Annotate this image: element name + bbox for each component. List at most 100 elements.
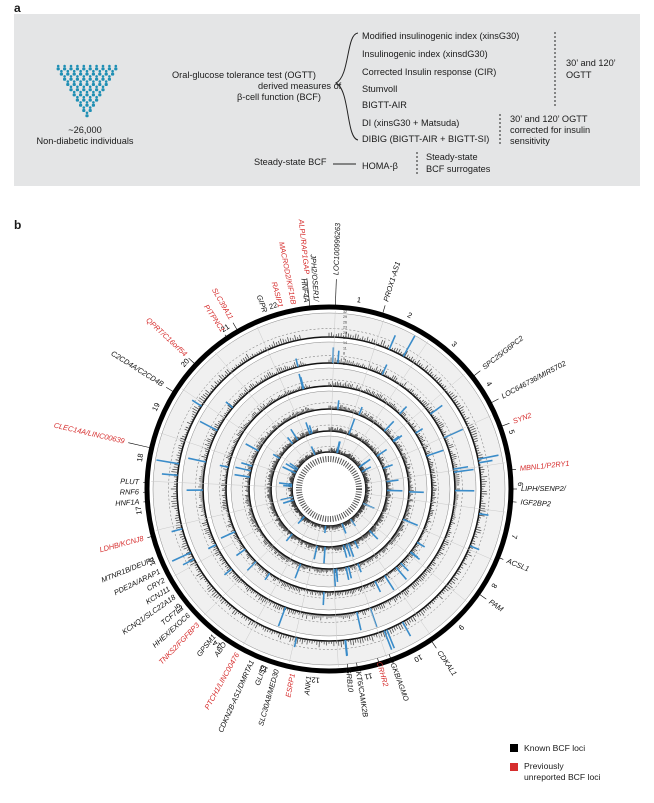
snp-mark <box>362 503 367 507</box>
snp-mark <box>359 437 361 440</box>
snp-mark <box>353 564 356 570</box>
snp-mark <box>278 519 281 522</box>
snp-mark <box>262 403 267 408</box>
snp-mark <box>417 577 422 582</box>
snp-mark <box>282 526 286 529</box>
snp-mark <box>263 375 267 380</box>
locus-label: SYN2 <box>511 411 532 426</box>
locus-label: GIPR <box>255 294 270 315</box>
snp-mark <box>366 336 369 342</box>
snp-mark <box>230 449 234 452</box>
snp-mark <box>248 461 254 464</box>
significant-peak <box>310 446 316 456</box>
snp-mark <box>345 453 348 457</box>
person-icon <box>85 80 89 83</box>
locus-leader-line <box>128 442 150 448</box>
snp-mark <box>288 443 291 446</box>
snp-mark <box>427 604 432 609</box>
snp-mark <box>230 529 235 532</box>
snp-mark <box>183 546 189 550</box>
snp-mark <box>359 466 363 469</box>
snp-mark <box>175 459 180 461</box>
snp-mark <box>266 435 269 438</box>
snp-mark <box>383 507 388 510</box>
snp-mark <box>274 603 278 609</box>
snp-mark <box>343 453 346 456</box>
snp-mark <box>407 471 411 474</box>
snp-mark <box>256 352 259 355</box>
snp-mark <box>344 430 347 434</box>
person-icon <box>76 85 79 89</box>
snp-mark <box>288 608 291 615</box>
snp-mark <box>292 585 295 590</box>
snp-mark <box>190 559 195 563</box>
snp-mark <box>226 567 231 572</box>
snp-mark <box>250 355 252 359</box>
snp-mark <box>256 444 261 448</box>
snp-mark <box>228 518 231 521</box>
snp-mark <box>347 590 350 594</box>
snp-mark <box>349 519 351 522</box>
ring-tick-label: 20 <box>343 331 347 335</box>
snp-mark <box>222 506 228 508</box>
snp-mark <box>276 515 278 518</box>
snp-mark <box>367 443 370 446</box>
snp-mark <box>269 431 272 434</box>
snp-mark <box>404 620 408 626</box>
legend-novel-swatch <box>510 763 518 771</box>
snp-mark <box>389 628 392 634</box>
snp-mark <box>224 564 229 568</box>
snp-mark <box>306 639 308 645</box>
snp-mark <box>391 403 396 408</box>
snp-mark <box>272 461 278 464</box>
snp-mark <box>375 523 379 527</box>
significant-peak <box>402 335 416 357</box>
snp-mark <box>306 519 309 524</box>
snp-mark <box>431 561 436 565</box>
locus-label: C2CD4A/C2CD4B <box>109 349 165 389</box>
snp-mark <box>379 459 382 461</box>
snp-mark <box>364 499 369 502</box>
snp-mark <box>352 457 356 461</box>
snp-mark <box>171 505 178 507</box>
snp-mark <box>303 565 306 570</box>
locus-label: IGF2BP2 <box>520 497 551 508</box>
snp-mark <box>434 557 437 560</box>
snp-mark <box>269 573 272 576</box>
snp-mark <box>210 433 216 436</box>
snp-mark <box>217 422 221 426</box>
snp-mark <box>371 528 375 532</box>
person-icon <box>79 69 82 73</box>
snp-mark <box>175 526 182 529</box>
snp-mark <box>291 560 293 562</box>
snp-mark <box>428 460 431 463</box>
snp-mark <box>364 636 366 641</box>
locus-label: RNF6 <box>120 487 140 496</box>
snp-mark <box>300 458 304 463</box>
snp-mark <box>305 565 308 570</box>
snp-mark <box>358 464 361 467</box>
snp-mark <box>398 527 404 531</box>
snp-mark <box>419 436 424 440</box>
snp-mark <box>298 460 303 464</box>
snp-mark <box>287 443 291 447</box>
snp-mark <box>274 373 276 376</box>
chromosome-label: 9 <box>457 623 466 632</box>
snp-mark <box>266 431 271 436</box>
snp-mark <box>385 473 390 475</box>
snp-mark <box>350 457 353 460</box>
snp-mark <box>203 458 207 460</box>
snp-mark <box>446 443 450 445</box>
snp-mark <box>403 516 409 520</box>
snp-mark <box>391 627 395 633</box>
snp-mark <box>354 460 357 463</box>
snp-mark <box>441 384 444 387</box>
snp-mark <box>424 403 430 408</box>
snp-mark <box>357 437 359 439</box>
snp-mark <box>204 444 211 447</box>
snp-mark <box>366 559 369 564</box>
snp-mark <box>269 344 272 349</box>
snp-mark <box>333 525 335 530</box>
snp-mark <box>356 513 360 516</box>
snp-mark <box>298 464 301 467</box>
